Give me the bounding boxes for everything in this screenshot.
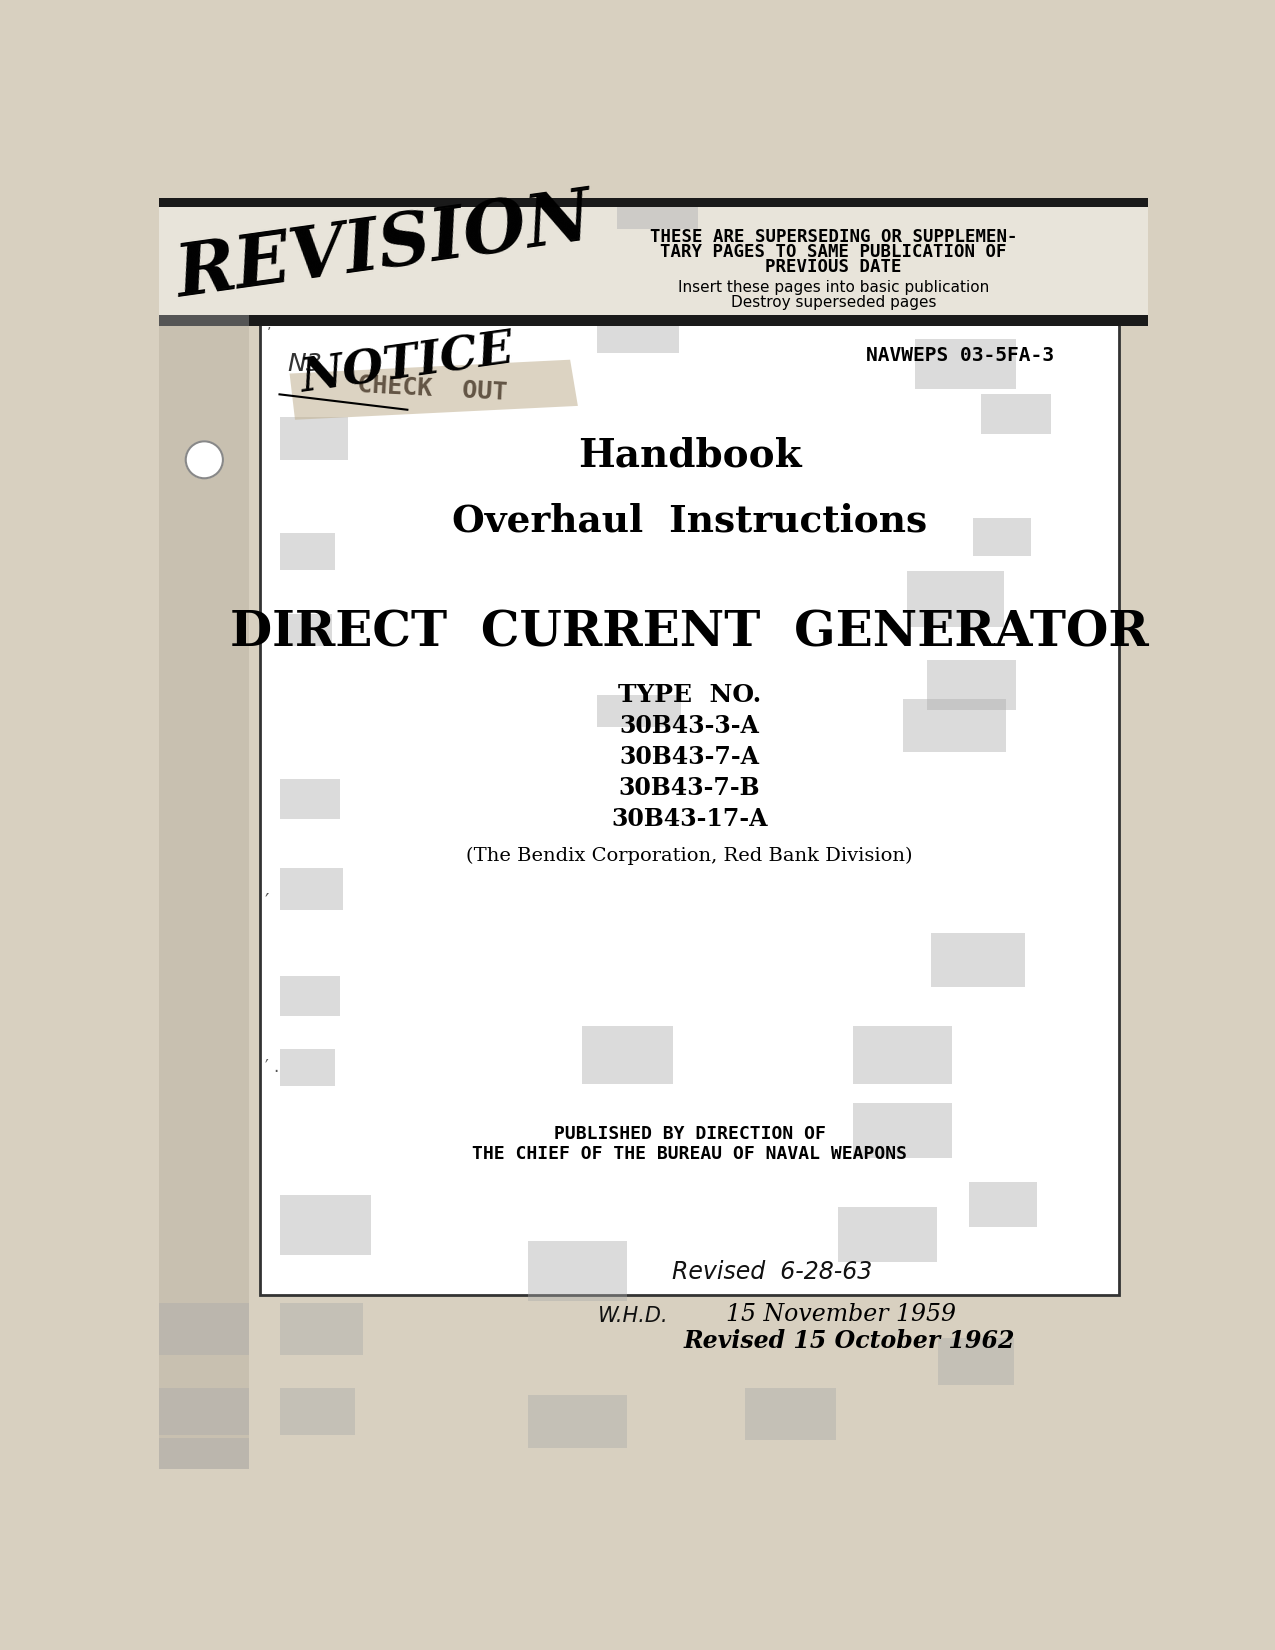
Text: Revised 15 October 1962: Revised 15 October 1962 <box>683 1330 1015 1353</box>
Text: Revised  6-28-63: Revised 6-28-63 <box>672 1261 872 1284</box>
Bar <box>159 198 249 1468</box>
Text: 30B43-7-A: 30B43-7-A <box>620 746 760 769</box>
Bar <box>904 698 1006 752</box>
Text: 30B43-17-A: 30B43-17-A <box>611 807 768 830</box>
Bar <box>279 614 333 647</box>
Text: Destroy superseded pages: Destroy superseded pages <box>731 295 936 310</box>
Text: PUBLISHED BY DIRECTION OF: PUBLISHED BY DIRECTION OF <box>553 1125 825 1142</box>
Bar <box>279 533 335 569</box>
Bar <box>617 200 697 229</box>
Bar <box>908 571 1005 627</box>
Bar <box>159 1437 249 1469</box>
Polygon shape <box>289 360 578 419</box>
Text: 30B43-7-B: 30B43-7-B <box>618 776 760 800</box>
Bar <box>159 1304 249 1355</box>
Bar <box>969 1181 1038 1226</box>
Bar <box>931 934 1025 987</box>
Bar <box>581 1026 673 1084</box>
Text: ′ .: ′ . <box>265 1058 279 1076</box>
Bar <box>973 518 1031 556</box>
Bar <box>528 1241 627 1302</box>
Bar <box>159 198 1148 208</box>
Bar <box>279 1388 356 1436</box>
Bar <box>159 208 1148 322</box>
Bar <box>279 1049 335 1086</box>
Bar <box>927 660 1016 710</box>
Bar <box>279 779 340 820</box>
Bar <box>159 315 249 325</box>
Bar <box>249 315 1148 325</box>
Text: Handbook: Handbook <box>578 437 801 475</box>
Bar <box>915 338 1016 389</box>
Bar <box>260 323 1119 1295</box>
Bar <box>980 394 1051 434</box>
Text: 15 November 1959: 15 November 1959 <box>727 1304 956 1327</box>
Text: ′: ′ <box>265 891 269 911</box>
Bar <box>838 1206 937 1262</box>
Bar <box>853 1102 952 1158</box>
Bar <box>745 1388 836 1440</box>
Text: $\it{N}$3: $\it{N}$3 <box>287 351 323 376</box>
Text: CHECK  OUT: CHECK OUT <box>357 373 507 404</box>
Text: Insert these pages into basic publication: Insert these pages into basic publicatio… <box>678 280 989 295</box>
Bar <box>597 323 678 353</box>
Text: PREVIOUS DATE: PREVIOUS DATE <box>765 259 901 276</box>
Text: REVISION: REVISION <box>171 183 597 312</box>
Text: NOTICE: NOTICE <box>297 327 518 403</box>
Text: DIRECT  CURRENT  GENERATOR: DIRECT CURRENT GENERATOR <box>230 609 1149 657</box>
Text: THE CHIEF OF THE BUREAU OF NAVAL WEAPONS: THE CHIEF OF THE BUREAU OF NAVAL WEAPONS <box>472 1145 907 1163</box>
Bar <box>853 1026 952 1084</box>
Text: Overhaul  Instructions: Overhaul Instructions <box>451 503 927 540</box>
Bar <box>938 1338 1014 1386</box>
Bar <box>597 695 681 728</box>
Text: ’: ’ <box>266 325 270 340</box>
Bar <box>279 1195 371 1256</box>
Text: THESE ARE SUPERSEDING OR SUPPLEMEN-: THESE ARE SUPERSEDING OR SUPPLEMEN- <box>650 228 1017 246</box>
Text: 30B43-3-A: 30B43-3-A <box>620 714 760 738</box>
Text: (The Bendix Corporation, Red Bank Division): (The Bendix Corporation, Red Bank Divisi… <box>467 846 913 866</box>
Bar <box>279 417 348 460</box>
Bar <box>279 1304 363 1355</box>
Circle shape <box>186 441 223 478</box>
Text: TYPE  NO.: TYPE NO. <box>618 683 761 706</box>
Bar <box>528 1396 627 1447</box>
Text: W.H.D.: W.H.D. <box>598 1307 669 1327</box>
Bar <box>279 868 343 911</box>
Bar <box>279 975 340 1016</box>
Text: NAVWEPS 03-5FA-3: NAVWEPS 03-5FA-3 <box>867 346 1054 365</box>
Text: TARY PAGES TO SAME PUBLICATION OF: TARY PAGES TO SAME PUBLICATION OF <box>660 243 1007 261</box>
Bar <box>159 1388 249 1436</box>
